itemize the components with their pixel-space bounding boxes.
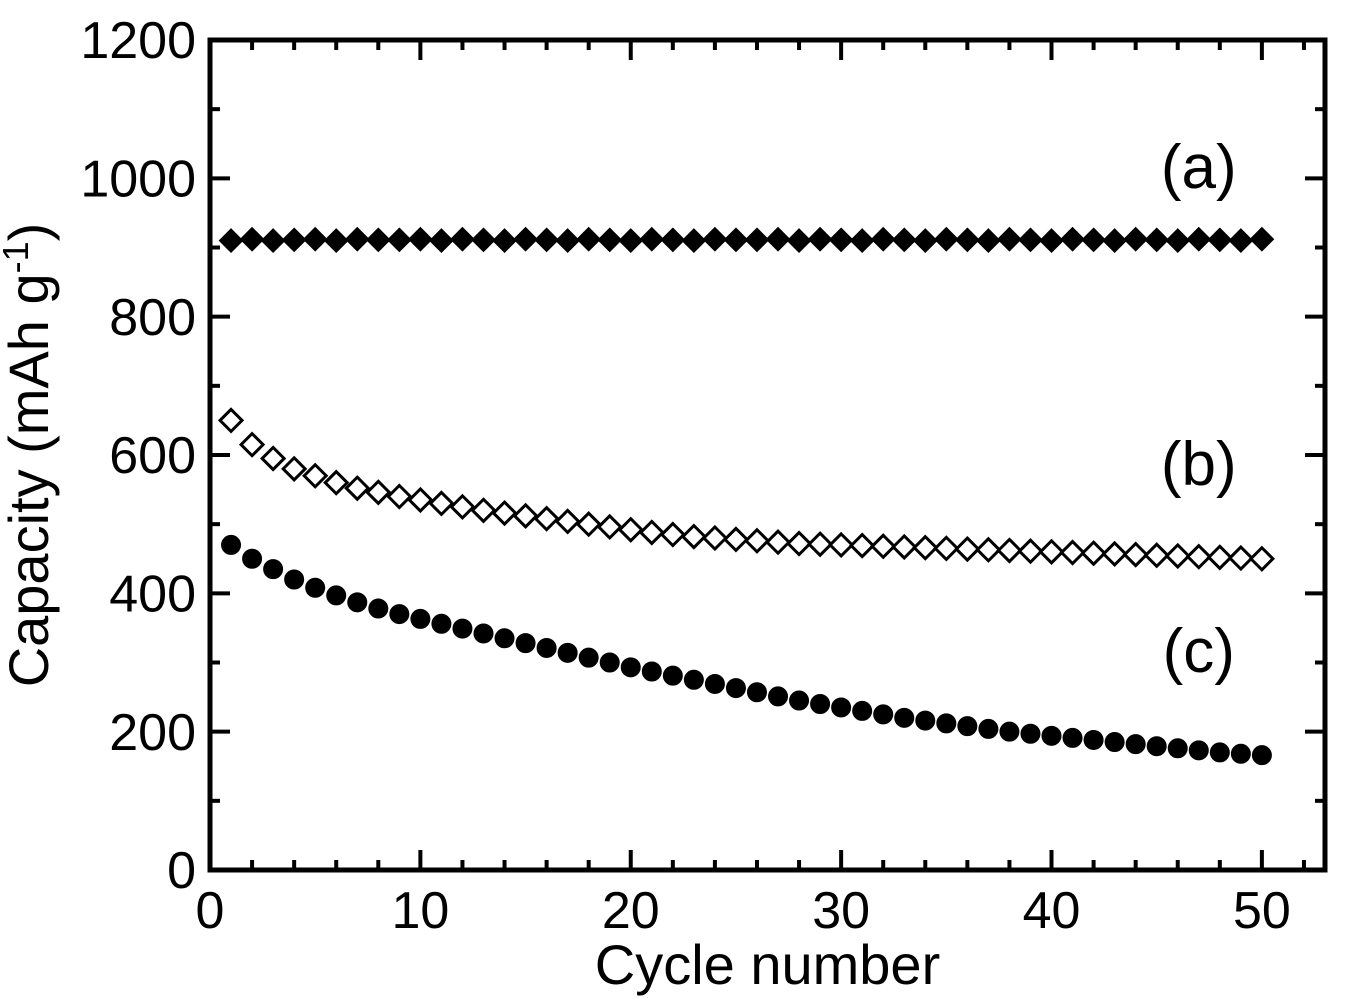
- marker-circle: [706, 675, 724, 693]
- marker-circle: [643, 662, 661, 680]
- marker-circle: [748, 683, 766, 701]
- series-annotation: (a): [1161, 133, 1237, 202]
- marker-circle: [327, 586, 345, 604]
- marker-circle: [958, 717, 976, 735]
- marker-circle: [811, 695, 829, 713]
- marker-circle: [1021, 725, 1039, 743]
- marker-circle: [285, 571, 303, 589]
- marker-circle: [1211, 743, 1229, 761]
- capacity-chart: 0 10 20 30 40 50 0 200 400 600 800 1000 1200 Cycle nu…: [0, 0, 1367, 998]
- marker-circle: [937, 714, 955, 732]
- chart-svg: 0 10 20 30 40 50 0 200 400 600 800 1000 1200 Cycle nu…: [0, 0, 1367, 998]
- x-axis-label: Cycle number: [595, 933, 940, 996]
- y-tick-label: 800: [109, 289, 196, 347]
- marker-circle: [769, 687, 787, 705]
- marker-circle: [1043, 727, 1061, 745]
- marker-circle: [685, 671, 703, 689]
- marker-circle: [832, 698, 850, 716]
- marker-circle: [727, 679, 745, 697]
- y-tick-label: 1000: [80, 151, 196, 209]
- marker-circle: [348, 593, 366, 611]
- marker-circle: [580, 649, 598, 667]
- marker-circle: [1064, 729, 1082, 747]
- marker-circle: [1148, 737, 1166, 755]
- marker-circle: [306, 579, 324, 597]
- x-tick-label: 40: [1023, 882, 1081, 940]
- y-tick-label: 1200: [80, 12, 196, 70]
- x-tick-label: 20: [602, 882, 660, 940]
- marker-circle: [895, 709, 913, 727]
- marker-circle: [916, 712, 934, 730]
- x-tick-label: 10: [391, 882, 449, 940]
- marker-circle: [1232, 745, 1250, 763]
- marker-circle: [853, 702, 871, 720]
- marker-circle: [790, 692, 808, 710]
- marker-circle: [496, 629, 514, 647]
- marker-circle: [390, 605, 408, 623]
- x-tick-label: 50: [1233, 882, 1291, 940]
- marker-circle: [622, 658, 640, 676]
- y-tick-label: 200: [109, 704, 196, 762]
- marker-circle: [453, 620, 471, 638]
- marker-circle: [432, 615, 450, 633]
- y-axis-label: Capacity (mAh g-1): [0, 223, 60, 688]
- marker-circle: [1085, 731, 1103, 749]
- marker-circle: [264, 560, 282, 578]
- marker-circle: [979, 720, 997, 738]
- y-tick-label: 600: [109, 427, 196, 485]
- marker-circle: [1000, 723, 1018, 741]
- marker-circle: [222, 536, 240, 554]
- marker-circle: [1169, 739, 1187, 757]
- x-tick-label: 30: [812, 882, 870, 940]
- y-axis-label-group: Capacity (mAh g-1): [0, 223, 60, 688]
- marker-circle: [664, 667, 682, 685]
- marker-circle: [1106, 733, 1124, 751]
- marker-circle: [1190, 741, 1208, 759]
- y-tick-label: 400: [109, 566, 196, 624]
- marker-circle: [1253, 746, 1271, 764]
- marker-circle: [874, 705, 892, 723]
- series-annotation: (b): [1161, 430, 1237, 499]
- marker-circle: [601, 654, 619, 672]
- x-tick-label: 0: [196, 882, 225, 940]
- series-annotation: (c): [1163, 617, 1235, 686]
- marker-circle: [538, 639, 556, 657]
- marker-circle: [559, 644, 577, 662]
- y-tick-label: 0: [167, 842, 196, 900]
- marker-circle: [474, 624, 492, 642]
- marker-circle: [411, 610, 429, 628]
- marker-circle: [243, 550, 261, 568]
- marker-circle: [369, 600, 387, 618]
- marker-circle: [517, 634, 535, 652]
- marker-circle: [1127, 735, 1145, 753]
